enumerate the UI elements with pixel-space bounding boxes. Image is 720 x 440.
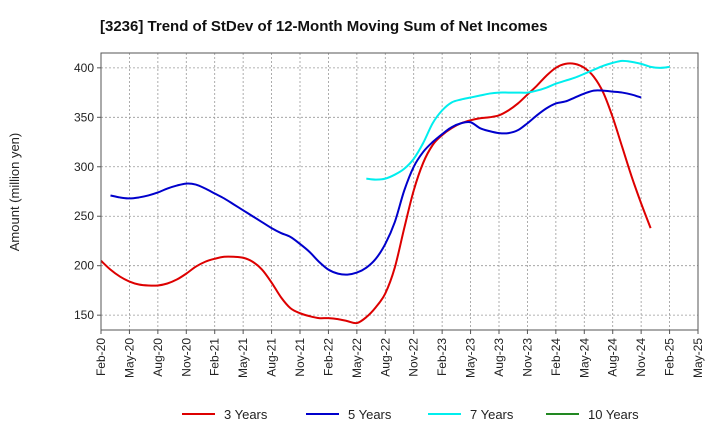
x-tick-label: Nov-24 <box>634 338 648 377</box>
grid-lines <box>100 53 699 330</box>
chart-title: [3236] Trend of StDev of 12-Month Moving… <box>100 18 548 35</box>
x-tick-label: Aug-20 <box>151 338 165 377</box>
legend: 3 Years 5 Years 7 Years 10 Years <box>182 407 639 422</box>
y-tick-label: 200 <box>74 259 94 273</box>
x-tick-label: Nov-20 <box>179 338 193 377</box>
x-tick-label: Aug-21 <box>265 338 279 377</box>
plot-frame <box>100 52 699 331</box>
series-line-5-years <box>110 89 642 276</box>
x-tick-label: May-25 <box>691 338 705 378</box>
x-tick-label: Feb-23 <box>435 338 449 376</box>
x-tick-label: Feb-25 <box>663 338 677 376</box>
x-tick-label: Nov-23 <box>520 338 534 377</box>
x-tick-label: Feb-22 <box>321 338 335 376</box>
y-tick-label: 350 <box>74 110 94 124</box>
x-tick-label: Feb-20 <box>94 338 108 376</box>
x-tick-label: May-21 <box>236 338 250 378</box>
series-layer <box>100 59 670 325</box>
x-tick-label: Nov-22 <box>407 338 421 377</box>
x-tick-label: Aug-22 <box>378 338 392 377</box>
x-axis-ticks: Feb-20 May-20 Aug-20 Nov-20 Feb-21 May-21 Aug-… <box>94 330 705 378</box>
x-tick-label: Feb-24 <box>549 338 563 376</box>
x-tick-label: Aug-24 <box>606 338 620 377</box>
series-line-3-years <box>100 62 652 325</box>
legend-label-3-years: 3 Years <box>224 407 268 422</box>
x-tick-label: Feb-21 <box>208 338 222 376</box>
y-axis-ticks: 150 200 250 300 350 400 <box>74 61 101 322</box>
x-tick-label: Nov-21 <box>293 338 307 377</box>
x-tick-label: May-24 <box>577 338 591 378</box>
y-tick-label: 400 <box>74 61 94 75</box>
y-axis-label: Amount (million yen) <box>7 133 22 252</box>
y-tick-label: 250 <box>74 209 94 223</box>
y-tick-label: 300 <box>74 160 94 174</box>
legend-label-7-years: 7 Years <box>470 407 514 422</box>
x-tick-label: Aug-23 <box>492 338 506 377</box>
series-line-7-years <box>366 59 670 181</box>
legend-label-10-years: 10 Years <box>588 407 639 422</box>
x-tick-label: May-23 <box>464 338 478 378</box>
x-tick-label: May-20 <box>122 338 136 378</box>
x-tick-label: May-22 <box>350 338 364 378</box>
legend-label-5-years: 5 Years <box>348 407 392 422</box>
y-tick-label: 150 <box>74 308 94 322</box>
